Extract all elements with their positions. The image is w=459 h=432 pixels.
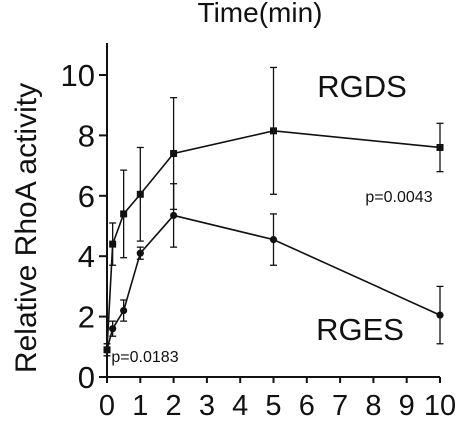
data-point-rgds [109,240,117,248]
data-point-rgds [136,190,144,198]
data-point-rges [103,346,111,354]
data-point-rgds [170,150,178,158]
data-point-rges [136,249,144,257]
data-point-rgds [436,143,444,151]
y-tick-label: 4 [78,239,95,274]
x-tick-label: 10 [424,390,456,422]
y-tick-label: 0 [78,360,95,395]
annotation-layer: RGDS RGES p=0.0043 p=0.0183 [111,69,432,366]
x-tick-label: 4 [232,390,248,422]
y-axis-label: Relative RhoA activity [10,83,43,373]
x-tick-label: 5 [265,390,281,422]
data-point-rgds [120,210,128,218]
data-point-rges [436,311,444,319]
x-tick-label: 7 [332,390,348,422]
y-tick-label: 10 [61,58,95,93]
data-point-rges [269,235,278,244]
p-value-rges: p=0.0183 [111,349,178,366]
data-point-rgds [270,127,277,135]
y-tick-label: 6 [78,179,95,214]
series-layer [103,66,444,357]
p-value-rgds: p=0.0043 [365,189,432,206]
y-tick-label: 2 [78,300,95,335]
data-point-rges [120,306,128,315]
x-tick-label: 0 [99,390,115,422]
x-tick-label: 9 [399,390,415,422]
series-label-rgds: RGDS [317,69,407,104]
x-tick-label: 8 [365,390,381,422]
x-tick-label: 3 [199,390,215,422]
series-label-rges: RGES [316,312,404,347]
y-tick-label: 8 [78,118,95,153]
x-tick-label: 6 [299,390,315,422]
data-point-rges [109,325,117,333]
chart-title: Time(min) [198,0,323,28]
x-tick-label: 1 [132,390,148,422]
x-tick-label: 2 [166,390,182,422]
data-point-rges [170,211,178,220]
